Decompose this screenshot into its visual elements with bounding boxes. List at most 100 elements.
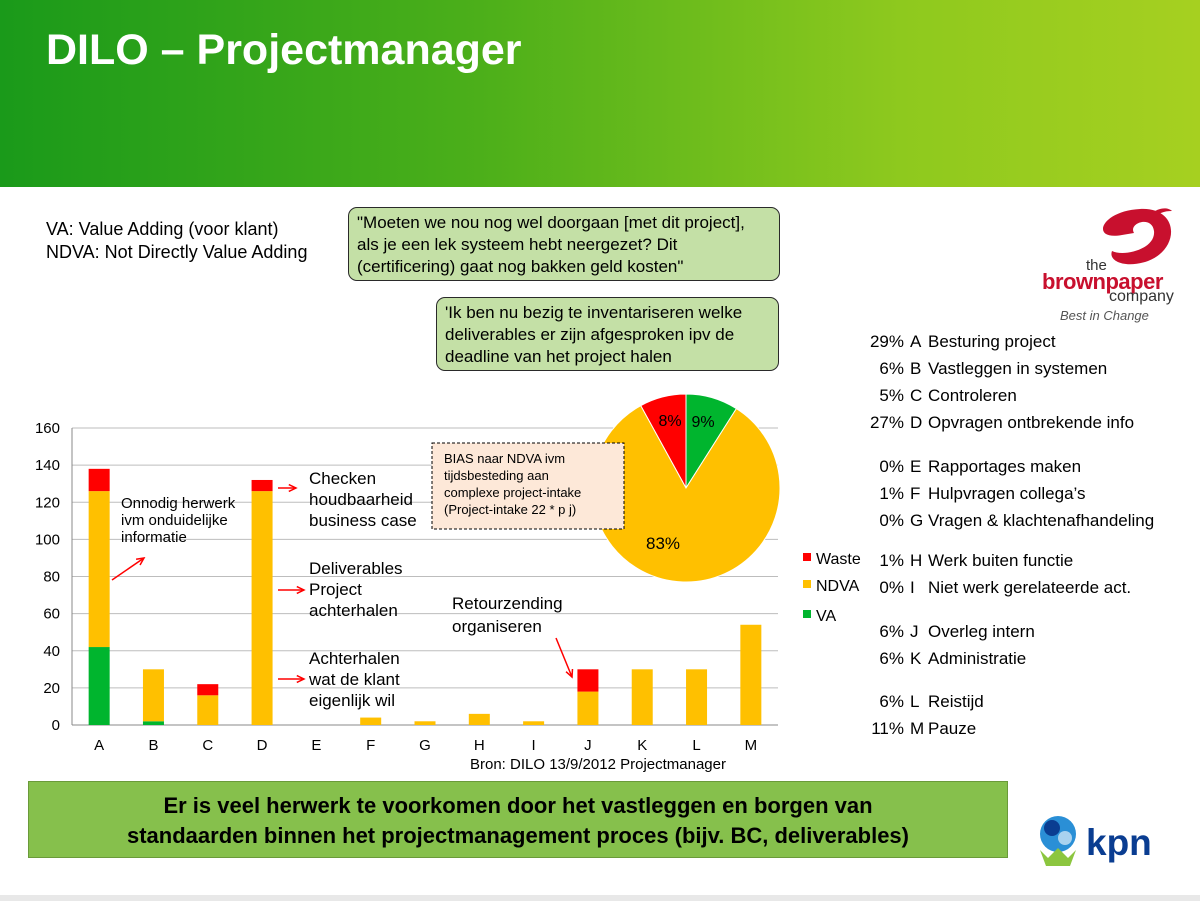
logo-brownpaper: brownpaper bbox=[1042, 269, 1163, 294]
activity-pct: 5% bbox=[879, 386, 904, 405]
activity-pct: 29% bbox=[869, 332, 904, 351]
activity-item-i: 0% I Niet werk gerelateerde act. bbox=[862, 578, 1131, 598]
activity-code: A bbox=[910, 332, 922, 351]
annotation-3: Deliverables Project achterhalen bbox=[309, 559, 403, 620]
legend-label-waste: Waste bbox=[816, 551, 861, 568]
annotation-4: Achterhalen wat de klant eigenlijk wil bbox=[308, 649, 400, 710]
legend-swatch-ndva bbox=[803, 580, 811, 588]
activity-code: I bbox=[910, 578, 915, 597]
kpn-logo: kpn bbox=[1032, 812, 1182, 872]
x-tick-label: J bbox=[584, 737, 592, 754]
bar-waste-a bbox=[88, 468, 110, 492]
activity-item-e: 0% E Rapportages maken bbox=[862, 457, 1081, 477]
header-banner bbox=[0, 0, 1200, 187]
ndva-definition: NDVA: Not Directly Value Adding bbox=[46, 242, 308, 262]
x-tick-label: G bbox=[419, 737, 431, 754]
activity-label: Pauze bbox=[928, 719, 977, 738]
y-tick-label: 60 bbox=[43, 606, 60, 623]
activity-label: Niet werk gerelateerde act. bbox=[928, 578, 1132, 597]
bar-ndva-f bbox=[360, 717, 382, 725]
activity-item-a: 29% A Besturing project bbox=[862, 332, 1056, 352]
activity-item-l: 6% L Reistijd bbox=[862, 692, 984, 712]
bar-ndva-a bbox=[88, 491, 110, 648]
conclusion-line-2: standaarden binnen het projectmanagement… bbox=[126, 823, 909, 848]
conclusion-line-1: Er is veel herwerk te voorkomen door het… bbox=[163, 793, 873, 818]
activity-item-d: 27% D Opvragen ontbrekende info bbox=[862, 413, 1134, 433]
legend-swatch-va bbox=[803, 610, 811, 618]
activity-pct: 6% bbox=[879, 649, 904, 668]
kpn-crown-icon bbox=[1040, 816, 1076, 866]
bar-va-b bbox=[142, 721, 164, 725]
x-tick-label: B bbox=[148, 737, 158, 754]
activity-code: M bbox=[910, 719, 925, 738]
activity-code: C bbox=[910, 386, 923, 405]
activity-pct: 0% bbox=[879, 578, 904, 597]
x-tick-label: E bbox=[311, 737, 321, 754]
activity-code: D bbox=[910, 413, 923, 432]
bar-ndva-m bbox=[740, 624, 762, 725]
activity-code: J bbox=[910, 622, 919, 641]
y-tick-label: 100 bbox=[35, 531, 60, 548]
footer-line bbox=[0, 895, 1200, 901]
activity-code: K bbox=[910, 649, 922, 668]
activity-item-f: 1% F Hulpvragen collega’s bbox=[862, 484, 1086, 504]
annotation-arrow-1 bbox=[111, 557, 145, 581]
activity-label: Reistijd bbox=[928, 692, 984, 711]
x-tick-label: K bbox=[637, 737, 647, 754]
bar-ndva-h bbox=[468, 713, 490, 725]
activity-pct: 1% bbox=[879, 551, 904, 570]
activity-code: E bbox=[910, 457, 922, 476]
activity-item-k: 6% K Administratie bbox=[862, 649, 1026, 669]
activity-item-h: 1% H Werk buiten functie bbox=[862, 551, 1073, 571]
activity-code: G bbox=[910, 511, 924, 530]
bar-ndva-d bbox=[251, 491, 273, 725]
annotation-arrowhead-5 bbox=[565, 668, 574, 679]
bar-ndva-i bbox=[523, 721, 545, 725]
activity-label: Rapportages maken bbox=[928, 457, 1082, 476]
activity-item-c: 5% C Controleren bbox=[862, 386, 1016, 406]
logo-company: company bbox=[1109, 288, 1174, 305]
x-tick-label: A bbox=[94, 737, 104, 754]
x-tick-label: L bbox=[692, 737, 700, 754]
x-tick-label: I bbox=[532, 737, 536, 754]
annotation-arrow-5 bbox=[555, 637, 573, 678]
annotation-arrowhead-2 bbox=[288, 483, 298, 493]
activity-item-g: 0% G Vragen & klachtenafhandeling bbox=[862, 511, 1154, 531]
activity-code: L bbox=[910, 692, 920, 711]
pie-label-waste: 8% bbox=[658, 413, 681, 430]
bias-text: BIAS naar NDVA ivm tijdsbesteding aan comp… bbox=[444, 451, 581, 517]
y-tick-label: 20 bbox=[43, 680, 60, 697]
bar-ndva-b bbox=[142, 669, 164, 722]
logo-the: the bbox=[1086, 257, 1107, 274]
activity-pct: 6% bbox=[879, 692, 904, 711]
bar-va-a bbox=[88, 647, 110, 725]
x-tick-label: D bbox=[257, 737, 268, 754]
activity-pct: 27% bbox=[869, 413, 904, 432]
bar-waste-j bbox=[577, 669, 599, 692]
y-tick-label: 80 bbox=[43, 569, 60, 586]
activity-label: Vastleggen in systemen bbox=[928, 359, 1108, 378]
legend-swatch-waste bbox=[803, 553, 811, 561]
activity-label: Vragen & klachtenafhandeling bbox=[928, 511, 1155, 530]
annotation-arrowhead-3 bbox=[296, 585, 306, 595]
quote-bubble-2: 'Ik ben nu bezig te inventariseren welke… bbox=[436, 297, 779, 371]
bar-ndva-g bbox=[414, 721, 436, 725]
activity-item-b: 6% B Vastleggen in systemen bbox=[862, 359, 1107, 379]
bar-ndva-l bbox=[686, 669, 708, 725]
chart-source: Bron: DILO 13/9/2012 Projectmanager bbox=[470, 756, 726, 773]
activity-item-m: 11% M Pauze bbox=[862, 719, 976, 739]
activity-pct: 0% bbox=[879, 457, 904, 476]
bar-ndva-k bbox=[631, 669, 653, 725]
pie-label-va: 9% bbox=[691, 414, 714, 431]
activity-pct: 6% bbox=[879, 622, 904, 641]
bar-ndva-c bbox=[197, 695, 219, 725]
activity-label: Werk buiten functie bbox=[928, 551, 1074, 570]
bar-waste-d bbox=[251, 479, 273, 492]
activity-label: Hulpvragen collega’s bbox=[928, 484, 1086, 503]
x-tick-label: M bbox=[745, 737, 758, 754]
activity-pct: 11% bbox=[871, 719, 904, 738]
logo-tagline: Best in Change bbox=[1060, 308, 1149, 323]
x-tick-label: F bbox=[366, 737, 375, 754]
bar-ndva-j bbox=[577, 691, 599, 725]
bar-waste-c bbox=[197, 684, 219, 696]
